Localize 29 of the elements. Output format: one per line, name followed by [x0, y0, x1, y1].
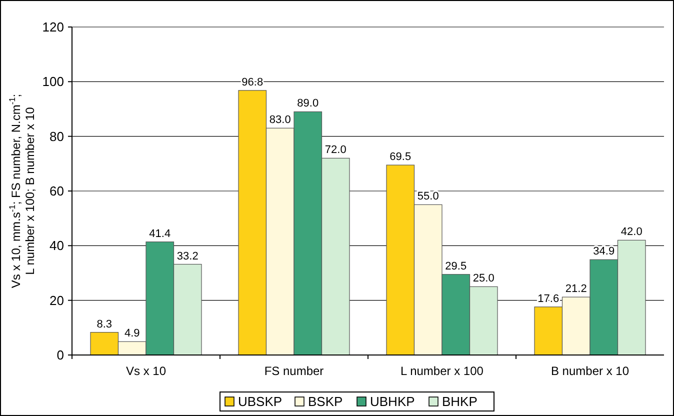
data-label: 83.0 [269, 114, 291, 126]
data-label: 69.5 [390, 151, 412, 164]
y-tick-label: 40 [50, 238, 64, 254]
data-label: 55.0 [417, 190, 439, 203]
y-tick-label: 20 [50, 292, 64, 308]
data-label: 33.2 [176, 250, 198, 262]
data-label: 8.3 [96, 318, 112, 330]
data-label: 89.0 [297, 98, 319, 110]
legend-label: UBSKP [238, 394, 282, 409]
data-label: 25.0 [472, 272, 494, 285]
x-tick-label: L number x 100 [400, 364, 484, 378]
data-label: 72.0 [324, 144, 346, 156]
legend-label: UBHKP [370, 394, 415, 409]
x-tick-label: B number x 10 [550, 364, 630, 378]
x-tick-label: FS number [264, 364, 324, 378]
legend-label: BSKP [308, 394, 343, 409]
data-label: 34.9 [593, 246, 615, 258]
x-tick-label: Vs x 10 [126, 364, 166, 378]
y-tick-label: 120 [42, 20, 64, 35]
y-tick-label: 100 [42, 74, 64, 90]
legend-label: BHKP [442, 394, 478, 409]
data-label: 4.9 [124, 328, 140, 340]
y-tick-label: 60 [50, 184, 64, 199]
data-label: 21.2 [565, 283, 587, 296]
data-label: 42.0 [620, 226, 642, 238]
data-label: 41.4 [149, 228, 171, 240]
y-tick-label: 0 [56, 348, 64, 363]
data-label: 29.5 [445, 260, 467, 272]
y-tick-label: 80 [50, 128, 64, 144]
